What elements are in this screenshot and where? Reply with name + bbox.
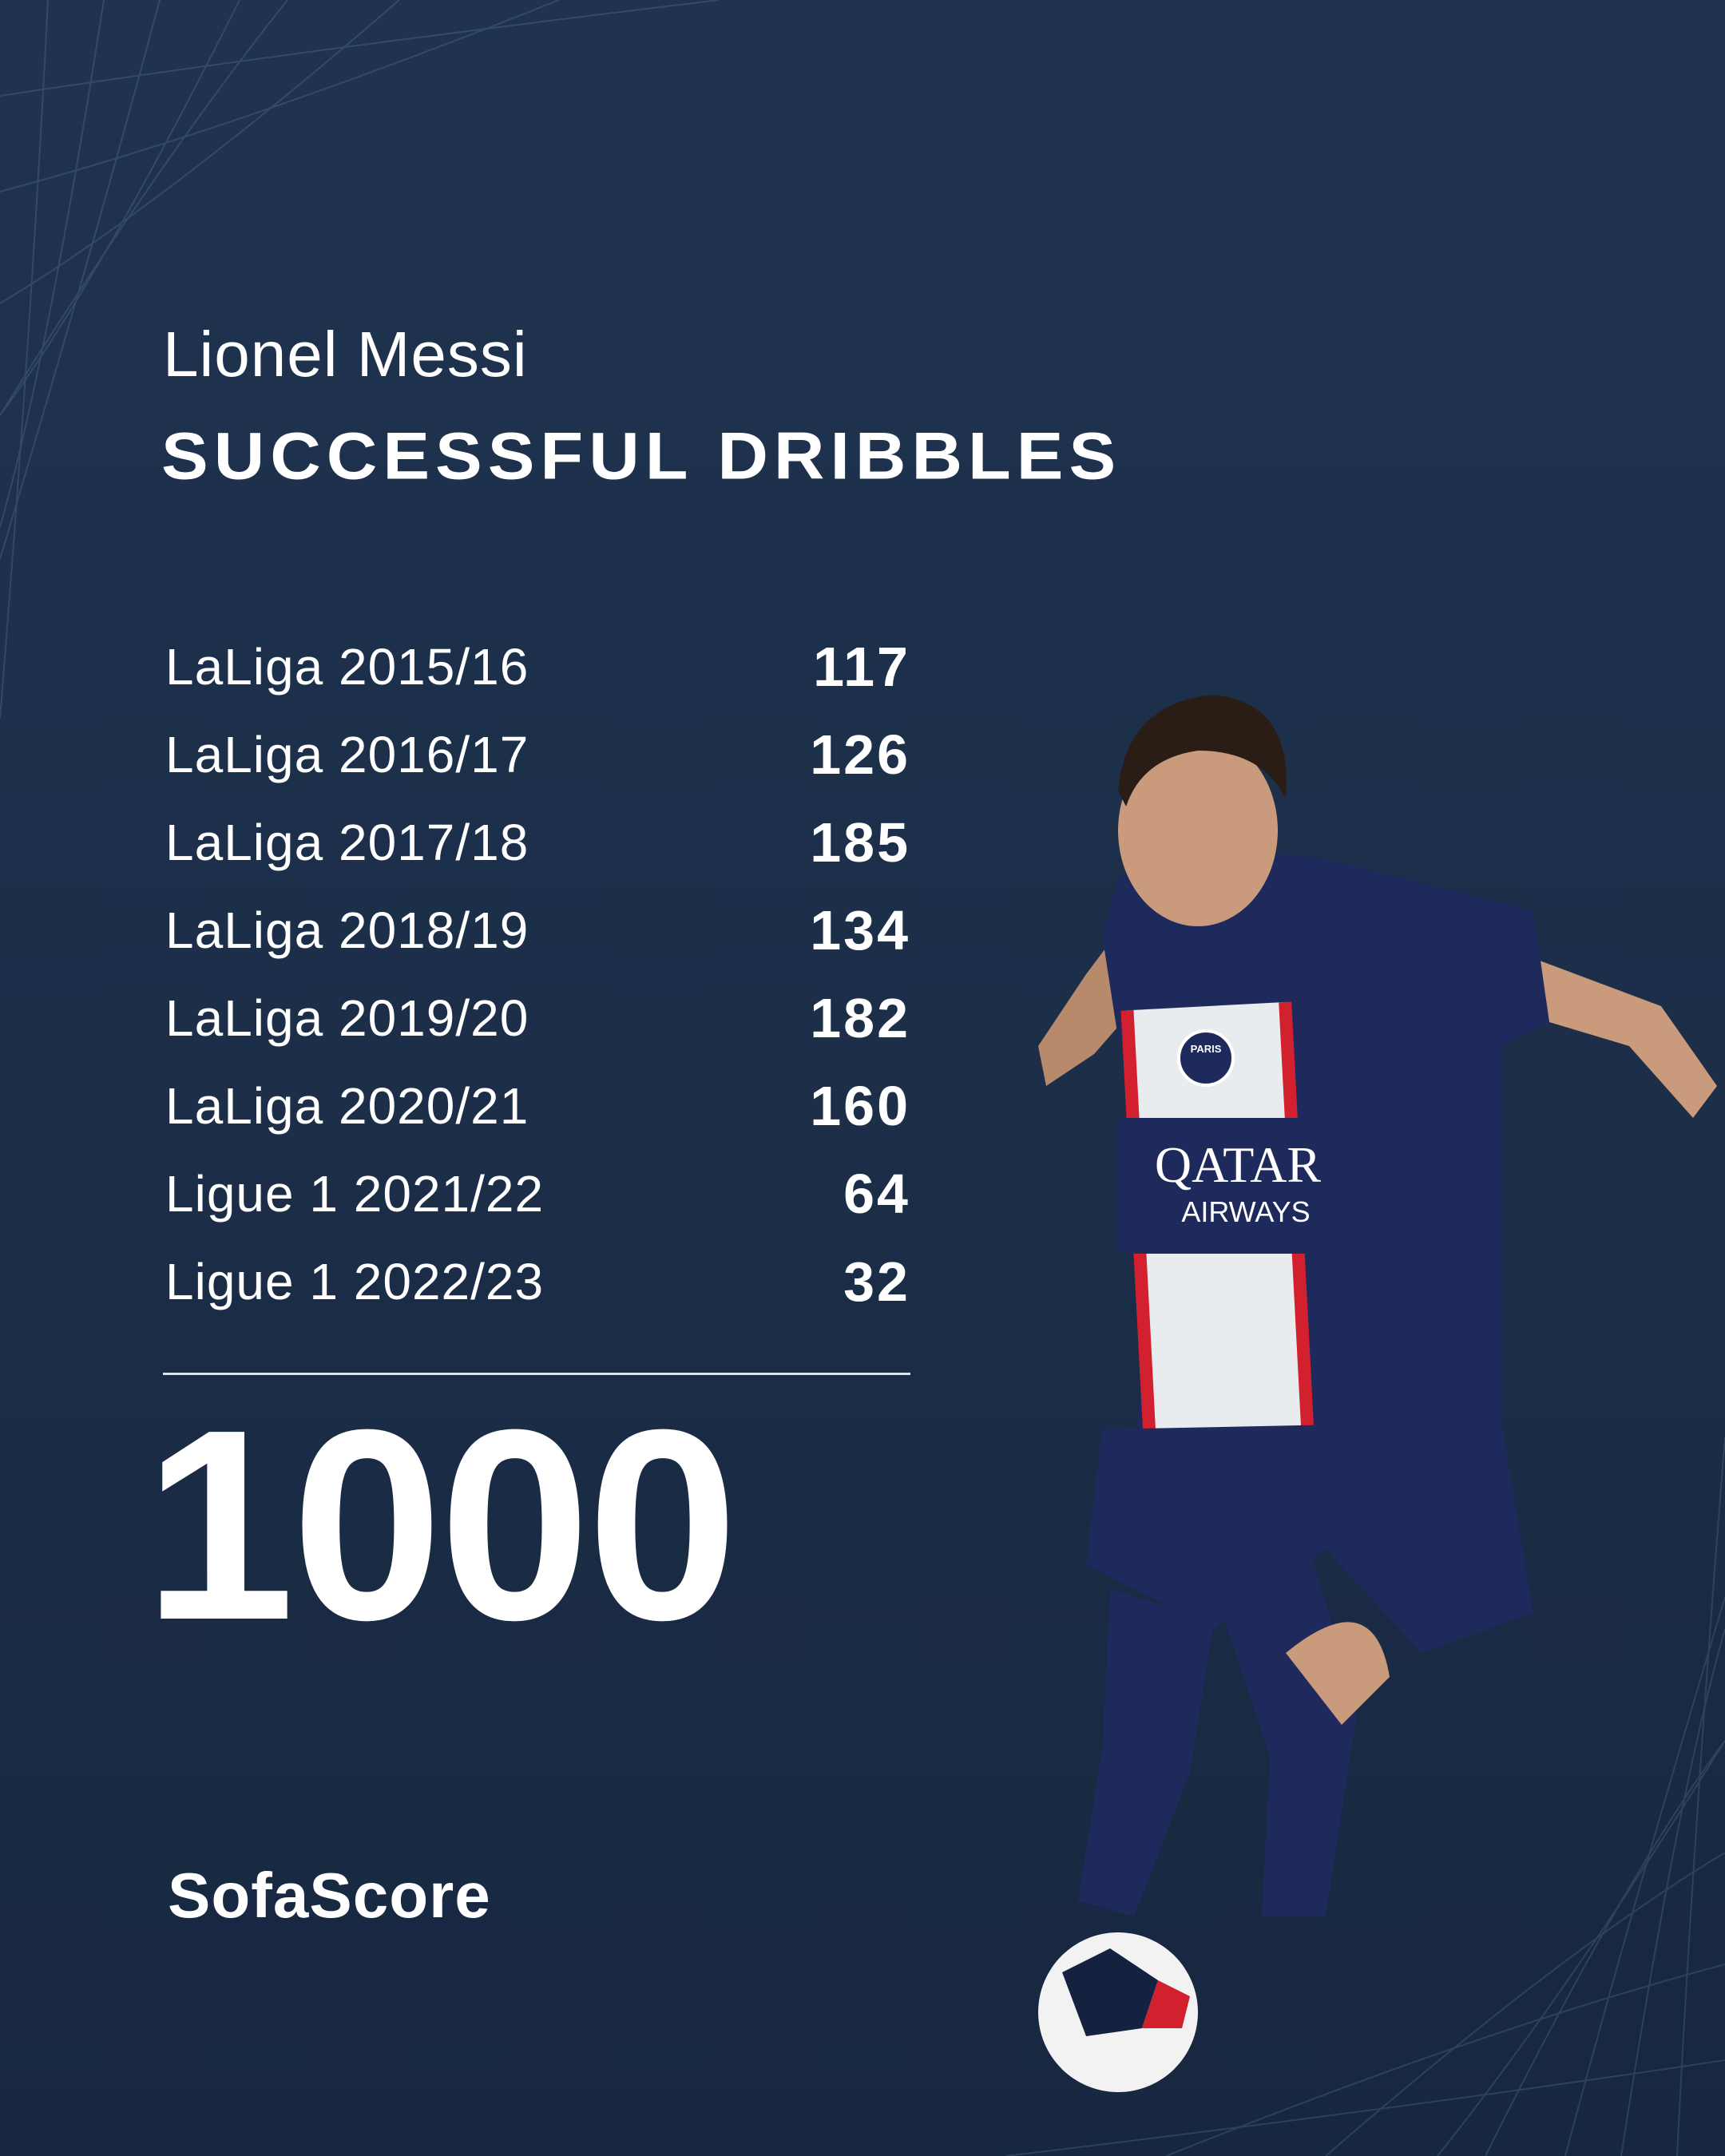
psg-badge [1177, 1029, 1235, 1087]
season-row: Ligue 1 2022/23 32 [165, 1238, 910, 1326]
season-label: LaLiga 2017/18 [165, 814, 529, 871]
season-row: LaLiga 2018/19 134 [165, 886, 910, 974]
season-label: LaLiga 2019/20 [165, 989, 529, 1047]
total-value: 1000 [144, 1373, 738, 1677]
divider [163, 1373, 910, 1375]
player-figure: QATAR AIRWAYS PARIS [1038, 695, 1717, 2092]
season-row: LaLiga 2017/18 185 [165, 799, 910, 886]
season-value: 117 [813, 636, 910, 698]
player-name: Lionel Messi [163, 319, 528, 390]
psg-badge-text: PARIS [1191, 1043, 1222, 1055]
season-value: 32 [843, 1250, 910, 1313]
season-row: LaLiga 2020/21 160 [165, 1062, 910, 1150]
season-label: Ligue 1 2021/22 [165, 1165, 545, 1223]
stat-title: SUCCESSFUL DRIBBLES [161, 418, 1122, 493]
season-value: 64 [843, 1163, 910, 1225]
player-photo: QATAR AIRWAYS PARIS [1038, 695, 1717, 2092]
season-value: 185 [810, 811, 910, 874]
season-value: 134 [810, 899, 910, 961]
grid-decoration-top-left [0, 0, 719, 719]
season-value: 182 [810, 987, 910, 1049]
season-label: LaLiga 2018/19 [165, 902, 529, 959]
season-label: LaLiga 2015/16 [165, 638, 529, 696]
season-stats-list: LaLiga 2015/16 117 LaLiga 2016/17 126 LaLi… [165, 623, 910, 1326]
season-value: 160 [810, 1075, 910, 1137]
sofascore-logo: SofaScore [168, 1860, 491, 1931]
grid-decoration-bottom-right [1006, 1437, 1725, 2156]
jersey-sponsor: QATAR [1155, 1136, 1322, 1193]
season-label: LaLiga 2016/17 [165, 726, 529, 783]
season-label: Ligue 1 2022/23 [165, 1253, 545, 1310]
season-row: LaLiga 2016/17 126 [165, 711, 910, 799]
season-row: LaLiga 2015/16 117 [165, 623, 910, 711]
season-label: LaLiga 2020/21 [165, 1077, 529, 1135]
season-value: 126 [810, 723, 910, 786]
season-row: LaLiga 2019/20 182 [165, 974, 910, 1062]
season-row: Ligue 1 2021/22 64 [165, 1150, 910, 1238]
svg-text:AIRWAYS: AIRWAYS [1181, 1195, 1310, 1228]
